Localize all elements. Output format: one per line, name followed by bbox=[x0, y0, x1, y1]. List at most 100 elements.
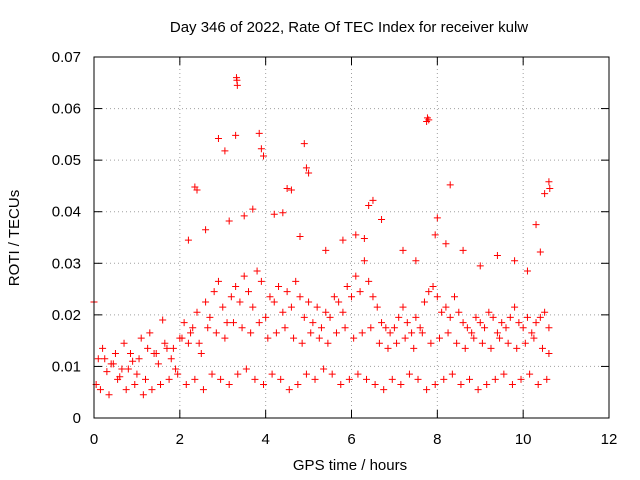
data-point bbox=[418, 329, 426, 337]
data-point bbox=[260, 380, 268, 388]
data-point bbox=[96, 386, 104, 394]
data-point bbox=[287, 186, 295, 194]
data-point bbox=[307, 329, 315, 337]
data-point bbox=[142, 375, 149, 383]
data-point bbox=[504, 339, 512, 347]
data-point bbox=[508, 380, 516, 388]
data-point bbox=[144, 344, 152, 352]
data-point bbox=[399, 246, 407, 254]
y-tick-label: 0.02 bbox=[52, 307, 81, 324]
data-point bbox=[461, 344, 469, 352]
data-point bbox=[157, 380, 165, 388]
data-point bbox=[440, 375, 448, 383]
data-point bbox=[545, 350, 553, 358]
data-point bbox=[101, 355, 109, 363]
data-point bbox=[493, 329, 501, 337]
data-point bbox=[253, 267, 261, 275]
data-point bbox=[165, 375, 173, 383]
data-point bbox=[135, 355, 143, 363]
data-point bbox=[146, 329, 154, 337]
data-point bbox=[453, 339, 461, 347]
data-point bbox=[468, 329, 476, 337]
data-point bbox=[545, 178, 553, 186]
data-point bbox=[255, 129, 263, 137]
data-point bbox=[174, 370, 182, 378]
data-point bbox=[367, 324, 375, 332]
data-point bbox=[339, 236, 347, 244]
data-point bbox=[343, 282, 351, 290]
data-point bbox=[266, 293, 274, 301]
data-point bbox=[446, 181, 454, 189]
data-point bbox=[197, 350, 205, 358]
data-point bbox=[543, 375, 551, 383]
y-tick-label: 0.07 bbox=[52, 49, 81, 66]
data-point bbox=[279, 308, 287, 316]
data-point bbox=[384, 344, 392, 352]
data-point bbox=[511, 303, 519, 311]
data-point bbox=[403, 319, 411, 327]
data-point bbox=[416, 324, 424, 332]
data-point bbox=[114, 375, 122, 383]
data-point bbox=[412, 313, 420, 321]
x-axis-label: GPS time / hours bbox=[293, 457, 407, 474]
data-point bbox=[120, 339, 128, 347]
data-point bbox=[375, 339, 383, 347]
data-point bbox=[483, 380, 491, 388]
data-point bbox=[311, 375, 319, 383]
data-point bbox=[322, 308, 330, 316]
data-point bbox=[528, 329, 536, 337]
data-point bbox=[187, 329, 195, 337]
data-point bbox=[515, 319, 523, 327]
data-point bbox=[429, 282, 437, 290]
data-point bbox=[122, 386, 130, 394]
data-point bbox=[195, 339, 203, 347]
chart-title: Day 346 of 2022, Rate Of TEC Index for r… bbox=[170, 19, 528, 36]
data-point bbox=[395, 313, 403, 321]
data-point bbox=[270, 210, 278, 218]
data-point bbox=[131, 380, 139, 388]
data-point bbox=[204, 324, 212, 332]
data-point bbox=[491, 375, 499, 383]
data-point bbox=[519, 324, 527, 332]
y-tick-label: 0.01 bbox=[52, 358, 81, 375]
data-point bbox=[425, 116, 433, 124]
data-point bbox=[378, 319, 386, 327]
data-point bbox=[438, 308, 446, 316]
data-point bbox=[249, 205, 257, 213]
data-point bbox=[546, 185, 554, 193]
data-point bbox=[212, 329, 220, 337]
y-tick-label: 0.06 bbox=[52, 101, 81, 118]
data-point bbox=[262, 313, 270, 321]
data-point bbox=[225, 217, 233, 225]
data-point bbox=[320, 365, 328, 373]
data-point bbox=[206, 313, 214, 321]
data-point bbox=[354, 370, 362, 378]
y-tick-label: 0.04 bbox=[52, 204, 81, 221]
data-point bbox=[126, 350, 134, 358]
data-point bbox=[242, 365, 250, 373]
data-point bbox=[184, 236, 192, 244]
data-point bbox=[180, 319, 188, 327]
data-point bbox=[313, 303, 321, 311]
data-point bbox=[538, 344, 546, 352]
data-point bbox=[111, 350, 119, 358]
data-point bbox=[341, 324, 349, 332]
data-point bbox=[210, 288, 218, 296]
axis-ticks: 0 0.01 0.02 0.03 0.04 0.05 0.06 0.07 0 2 4 6 8 10 12 bbox=[52, 49, 618, 448]
data-point bbox=[536, 313, 544, 321]
data-point bbox=[232, 131, 240, 139]
data-point bbox=[322, 246, 330, 254]
data-point bbox=[328, 370, 336, 378]
data-point bbox=[279, 209, 287, 217]
data-point bbox=[493, 252, 501, 260]
x-tick-label: 0 bbox=[90, 431, 98, 448]
data-point bbox=[172, 365, 180, 373]
data-point bbox=[264, 334, 272, 342]
data-point bbox=[457, 380, 465, 388]
data-point bbox=[202, 226, 210, 234]
y-axis-label: ROTI / TECUs bbox=[6, 190, 23, 286]
data-point bbox=[184, 339, 192, 347]
data-point bbox=[161, 339, 169, 347]
data-point bbox=[178, 334, 186, 342]
